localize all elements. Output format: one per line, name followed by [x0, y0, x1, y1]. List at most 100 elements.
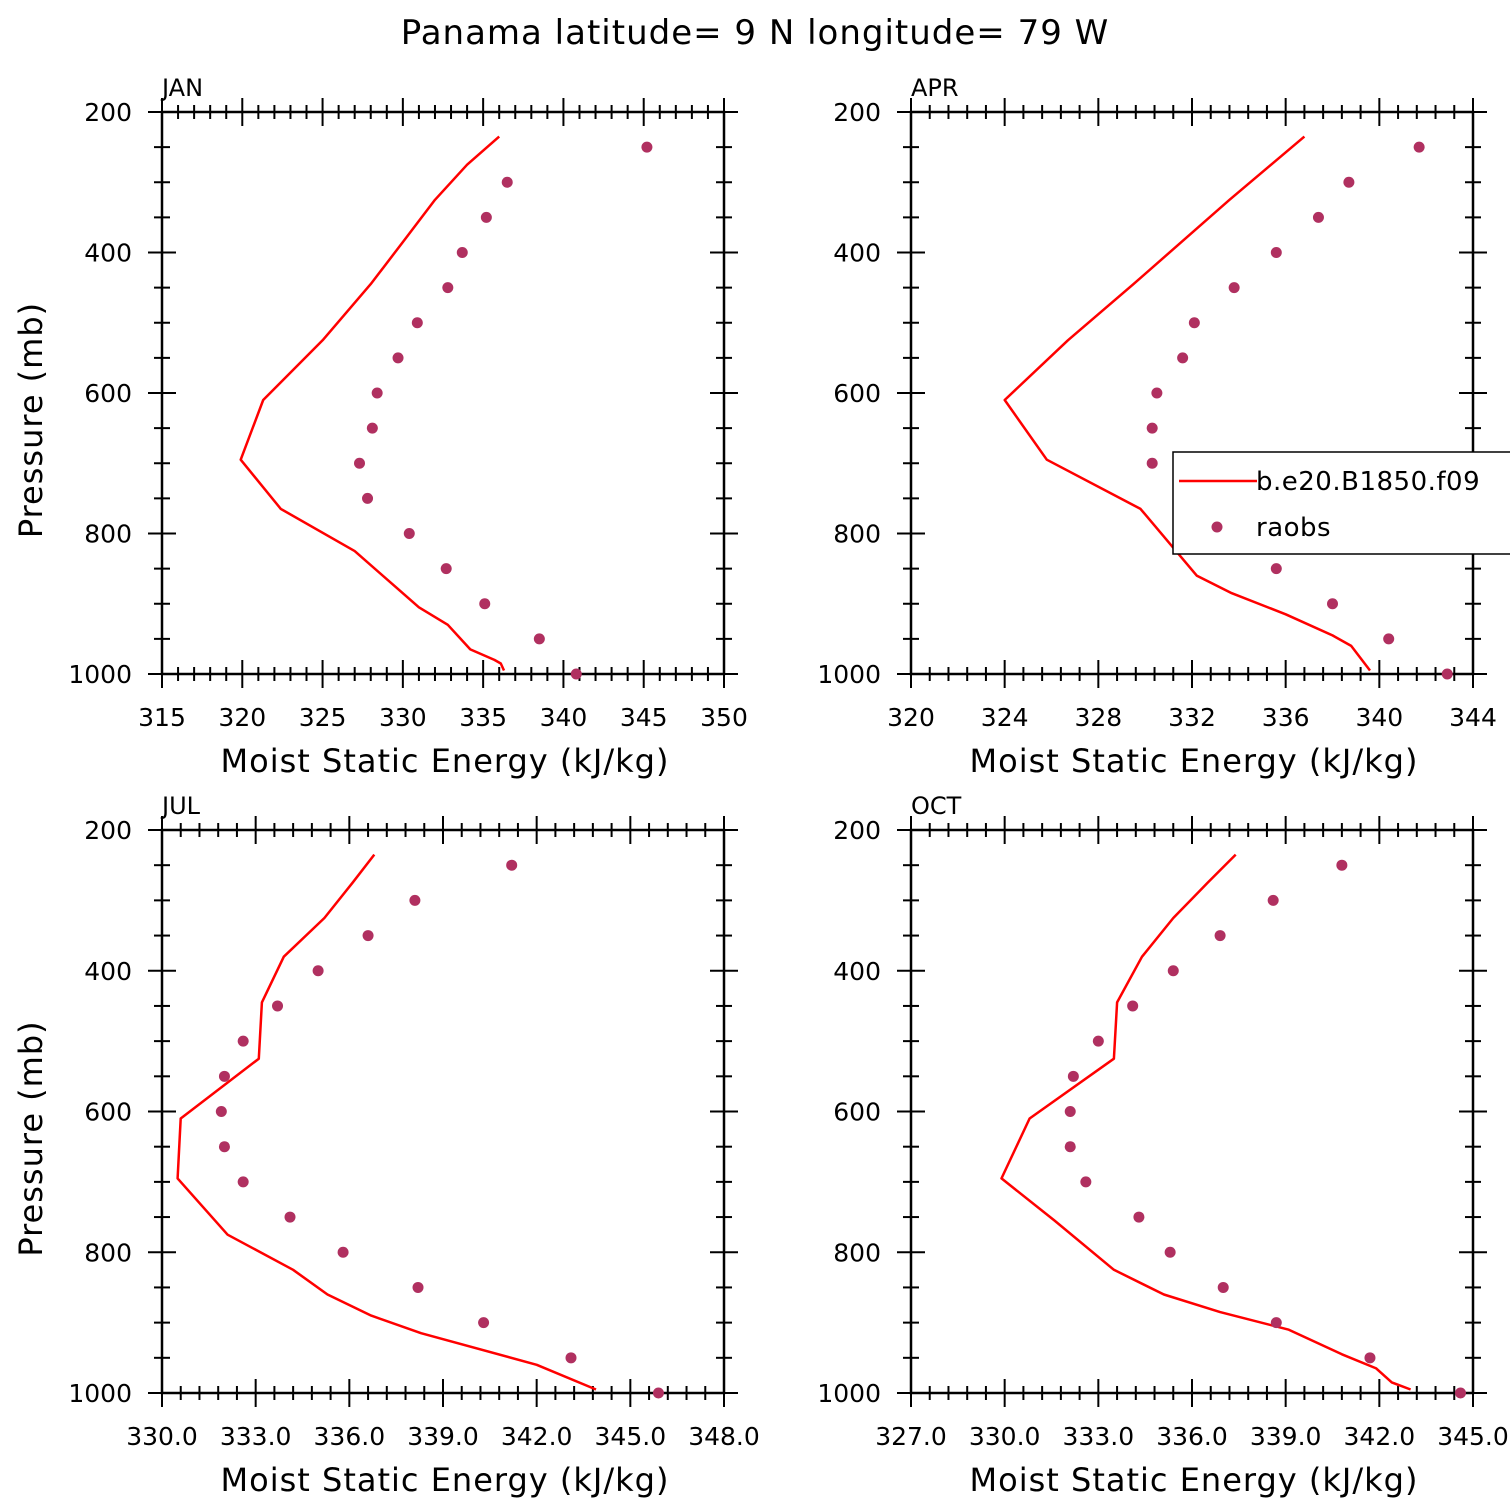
raobs-point [403, 528, 415, 539]
raobs-point [1067, 1070, 1079, 1082]
x-tick-label: 336.0 [314, 1422, 386, 1451]
raobs-point [570, 668, 582, 680]
model-line-apr [1003, 135, 1371, 672]
raobs-point [411, 317, 423, 329]
x-tick-label: 330 [379, 703, 427, 732]
raobs-point [506, 859, 518, 871]
y-tick-label: 600 [833, 379, 881, 408]
y-axis-title: Pressure (mb) [12, 1020, 50, 1256]
raobs-point [1164, 1246, 1176, 1258]
y-tick-label: 1000 [817, 660, 881, 689]
raobs-point [312, 965, 324, 977]
raobs-point [392, 352, 404, 364]
x-tick-label: 320 [218, 703, 266, 732]
raobs-point [1455, 1387, 1467, 1399]
x-tick-label: 340 [1355, 703, 1403, 732]
raobs-point [237, 1035, 249, 1047]
x-tick-label: 345 [620, 703, 668, 732]
y-tick-label: 200 [833, 98, 881, 127]
raobs-point [1151, 387, 1163, 399]
raobs-point [1270, 1317, 1282, 1329]
raobs-point [362, 930, 374, 942]
x-tick-label: 320 [887, 703, 935, 732]
legend-label-obs: raobs [1256, 513, 1331, 543]
y-tick-label: 600 [84, 1098, 132, 1127]
x-tick-label: 344 [1449, 703, 1497, 732]
raobs-point [1267, 894, 1279, 906]
raobs-point [1127, 1000, 1139, 1012]
raobs-point [284, 1211, 296, 1223]
raobs-point [1413, 141, 1425, 153]
raobs-point [641, 141, 653, 153]
raobs-point [354, 457, 366, 469]
raobs-point [215, 1106, 227, 1117]
raobs-point [412, 1281, 424, 1293]
raobs-point [218, 1141, 230, 1153]
raobs-point [442, 282, 454, 294]
y-tick-label: 200 [833, 816, 881, 845]
raobs-point [272, 1000, 284, 1012]
x-axis-title: Moist Static Energy (kJ/kg) [221, 742, 670, 780]
x-axis-title: Moist Static Energy (kJ/kg) [970, 742, 1419, 780]
y-tick-label: 800 [84, 520, 132, 549]
x-tick-label: 342.0 [501, 1422, 573, 1451]
raobs-point [1228, 282, 1240, 294]
x-tick-label: 315 [138, 703, 186, 732]
y-tick-label: 200 [84, 816, 132, 845]
raobs-point [1364, 1352, 1376, 1364]
raobs-point [1080, 1176, 1092, 1188]
raobs-point [533, 633, 545, 645]
raobs-point [1177, 352, 1189, 364]
raobs-point [1064, 1106, 1076, 1117]
plot-frame [909, 828, 1475, 1395]
y-tick-label: 1000 [817, 1379, 881, 1408]
raobs-point [479, 598, 491, 610]
y-tick-label: 200 [84, 98, 132, 127]
plot-frame [160, 828, 726, 1395]
raobs-point [1188, 317, 1200, 329]
model-line-jan [239, 135, 506, 672]
panel-oct: OCT 200 400 600 800 1000 327.0 330.0 333.0 336.0 3… [817, 792, 1508, 1499]
y-axis-title: Pressure (mb) [12, 302, 50, 538]
raobs-point [1064, 1141, 1076, 1153]
panel-label: JAN [160, 74, 203, 102]
y-tick-label: 800 [84, 1238, 132, 1267]
panel-jul: JUL 200 400 600 800 1000 330.0 333.0 336.0 339.0 3… [12, 792, 760, 1499]
x-tick-label: 330.0 [969, 1422, 1041, 1451]
y-tick-label: 400 [833, 957, 881, 986]
raobs-point [478, 1317, 490, 1329]
y-tick-label: 400 [833, 239, 881, 268]
legend-label-model: b.e20.B1850.f09 [1256, 467, 1480, 497]
raobs-point [1441, 668, 1453, 680]
legend: b.e20.B1850.f09 raobs [1172, 451, 1510, 555]
y-tick-label: 600 [833, 1098, 881, 1127]
raobs-point [1327, 598, 1338, 610]
raobs-point [565, 1352, 577, 1364]
y-tick-label: 400 [84, 957, 132, 986]
raobs-point [1270, 247, 1282, 258]
raobs-point [1146, 422, 1158, 434]
y-tick-label: 600 [84, 379, 132, 408]
raobs-point [1383, 633, 1395, 645]
legend-point-swatch [1211, 521, 1223, 533]
x-tick-label: 324 [981, 703, 1029, 732]
x-tick-label: 327.0 [875, 1422, 947, 1451]
plot-frame [909, 110, 1475, 676]
raobs-point [371, 387, 383, 399]
x-tick-label: 328 [1074, 703, 1122, 732]
raobs-point [1343, 176, 1355, 188]
plot-frame [160, 110, 726, 676]
raobs-point [409, 894, 421, 906]
y-tick-label: 400 [84, 239, 132, 268]
x-tick-label: 325 [299, 703, 347, 732]
x-tick-label: 332 [1168, 703, 1216, 732]
raobs-point [218, 1070, 230, 1082]
panel-label: OCT [911, 792, 962, 820]
x-tick-label: 339.0 [1250, 1422, 1322, 1451]
model-line-jul [176, 853, 597, 1391]
x-tick-label: 333.0 [220, 1422, 292, 1451]
x-tick-label: 350 [700, 703, 748, 732]
panel-label: JUL [160, 792, 201, 820]
